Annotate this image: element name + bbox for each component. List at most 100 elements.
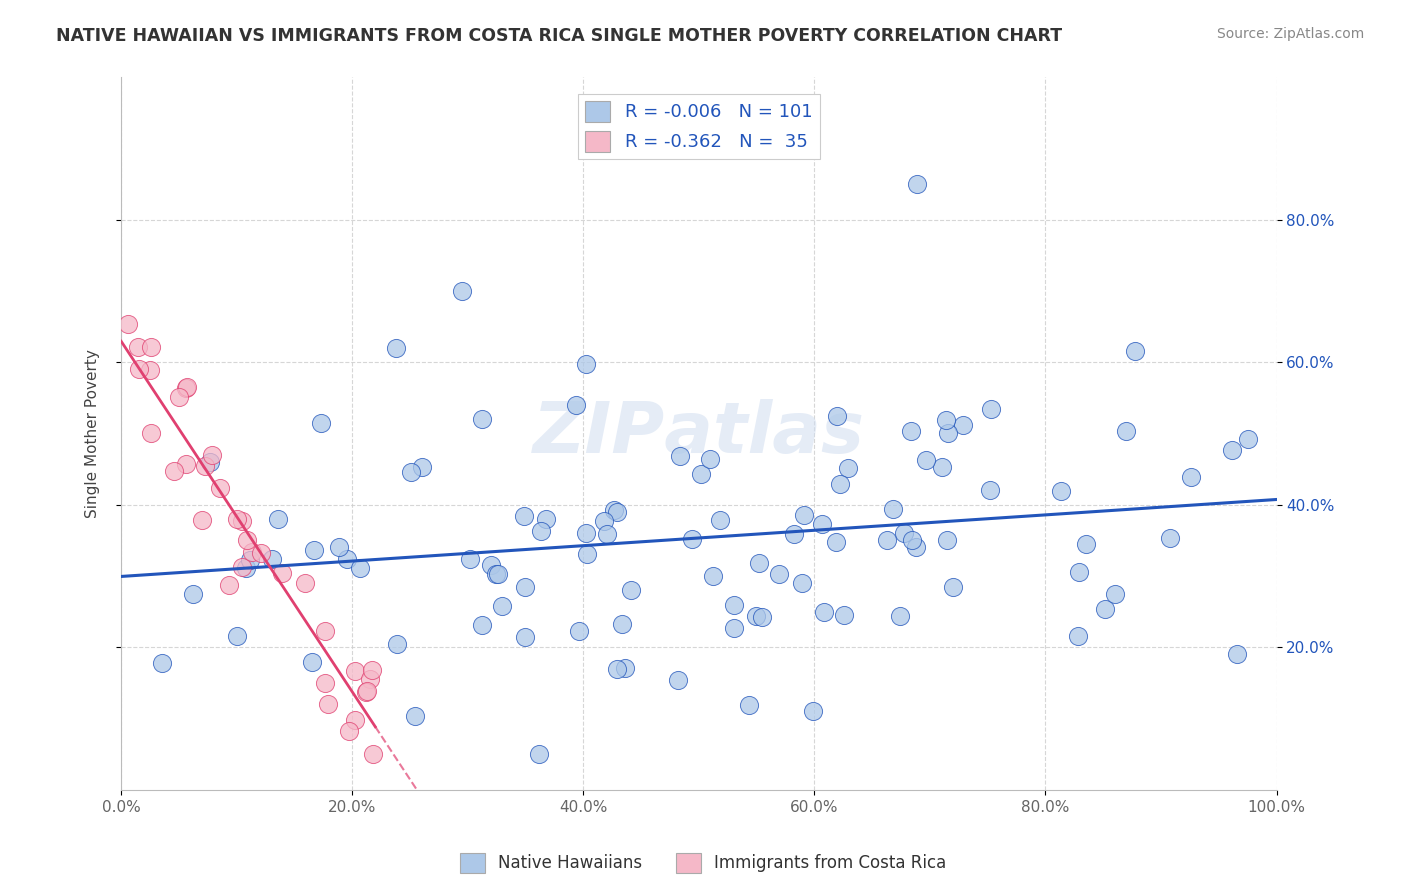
Point bbox=[593, 514, 616, 528]
Point bbox=[328, 540, 350, 554]
Point bbox=[1220, 443, 1243, 458]
Point bbox=[127, 340, 149, 354]
Point bbox=[314, 676, 336, 690]
Point bbox=[931, 460, 953, 475]
Legend: R = -0.006   N = 101, R = -0.362   N =  35: R = -0.006 N = 101, R = -0.362 N = 35 bbox=[578, 94, 820, 159]
Point bbox=[793, 508, 815, 523]
Text: ZIP​atlas: ZIP​atlas bbox=[533, 399, 865, 468]
Point bbox=[904, 540, 927, 554]
Point bbox=[361, 663, 384, 677]
Point bbox=[575, 526, 598, 541]
Point bbox=[336, 552, 359, 566]
Point bbox=[935, 533, 957, 547]
Point bbox=[343, 664, 366, 678]
Point bbox=[174, 457, 197, 471]
Point bbox=[231, 514, 253, 528]
Point bbox=[174, 381, 197, 395]
Point bbox=[893, 525, 915, 540]
Point bbox=[385, 341, 408, 355]
Point bbox=[236, 533, 259, 547]
Point bbox=[905, 178, 928, 192]
Point bbox=[458, 552, 481, 566]
Point bbox=[575, 548, 598, 562]
Point bbox=[1115, 425, 1137, 439]
Point bbox=[827, 409, 849, 423]
Point bbox=[200, 455, 222, 469]
Point bbox=[980, 402, 1002, 417]
Point bbox=[568, 624, 591, 638]
Point bbox=[1094, 601, 1116, 615]
Point bbox=[167, 390, 190, 404]
Point bbox=[231, 560, 253, 574]
Point bbox=[745, 609, 768, 624]
Point bbox=[915, 453, 938, 467]
Legend: Native Hawaiians, Immigrants from Costa Rica: Native Hawaiians, Immigrants from Costa … bbox=[453, 847, 953, 880]
Point bbox=[486, 567, 509, 582]
Point bbox=[1180, 470, 1202, 484]
Point bbox=[1067, 629, 1090, 643]
Point bbox=[344, 713, 367, 727]
Point bbox=[702, 569, 724, 583]
Point bbox=[783, 526, 806, 541]
Point bbox=[271, 566, 294, 580]
Point bbox=[450, 284, 472, 298]
Point bbox=[387, 637, 409, 651]
Point bbox=[527, 747, 550, 762]
Point bbox=[1123, 344, 1146, 359]
Point bbox=[411, 460, 433, 475]
Text: NATIVE HAWAIIAN VS IMMIGRANTS FROM COSTA RICA SINGLE MOTHER POVERTY CORRELATION : NATIVE HAWAIIAN VS IMMIGRANTS FROM COSTA… bbox=[56, 27, 1063, 45]
Point bbox=[666, 673, 689, 687]
Point bbox=[309, 416, 332, 430]
Point bbox=[811, 516, 834, 531]
Point bbox=[936, 426, 959, 441]
Point bbox=[138, 363, 160, 377]
Point bbox=[163, 465, 186, 479]
Point bbox=[360, 672, 382, 686]
Point bbox=[837, 461, 859, 475]
Point bbox=[882, 501, 904, 516]
Point bbox=[356, 683, 378, 698]
Point bbox=[723, 621, 745, 635]
Point bbox=[596, 527, 619, 541]
Text: Source: ZipAtlas.com: Source: ZipAtlas.com bbox=[1216, 27, 1364, 41]
Point bbox=[768, 566, 790, 581]
Point bbox=[681, 532, 703, 546]
Point bbox=[669, 450, 692, 464]
Point bbox=[485, 567, 508, 582]
Point bbox=[530, 524, 553, 538]
Point bbox=[491, 599, 513, 613]
Point bbox=[139, 425, 162, 440]
Y-axis label: Single Mother Poverty: Single Mother Poverty bbox=[86, 349, 100, 518]
Point bbox=[515, 580, 537, 594]
Point bbox=[900, 533, 922, 547]
Point bbox=[191, 513, 214, 527]
Point bbox=[889, 609, 911, 624]
Point bbox=[176, 380, 198, 394]
Point bbox=[1076, 536, 1098, 550]
Point bbox=[139, 341, 162, 355]
Point bbox=[748, 557, 770, 571]
Point bbox=[699, 451, 721, 466]
Point bbox=[606, 662, 628, 676]
Point bbox=[513, 630, 536, 644]
Point bbox=[401, 465, 423, 479]
Point bbox=[301, 655, 323, 669]
Point bbox=[813, 606, 835, 620]
Point bbox=[225, 629, 247, 643]
Point bbox=[564, 398, 586, 412]
Point bbox=[534, 512, 557, 526]
Point bbox=[801, 704, 824, 718]
Point bbox=[1067, 565, 1090, 579]
Point bbox=[602, 503, 624, 517]
Point bbox=[294, 575, 316, 590]
Point bbox=[128, 362, 150, 376]
Point bbox=[738, 698, 761, 713]
Point bbox=[349, 561, 371, 575]
Point bbox=[337, 724, 360, 739]
Point bbox=[979, 483, 1001, 498]
Point bbox=[117, 317, 139, 331]
Point bbox=[828, 477, 851, 491]
Point bbox=[952, 418, 974, 433]
Point bbox=[900, 425, 922, 439]
Point bbox=[825, 535, 848, 549]
